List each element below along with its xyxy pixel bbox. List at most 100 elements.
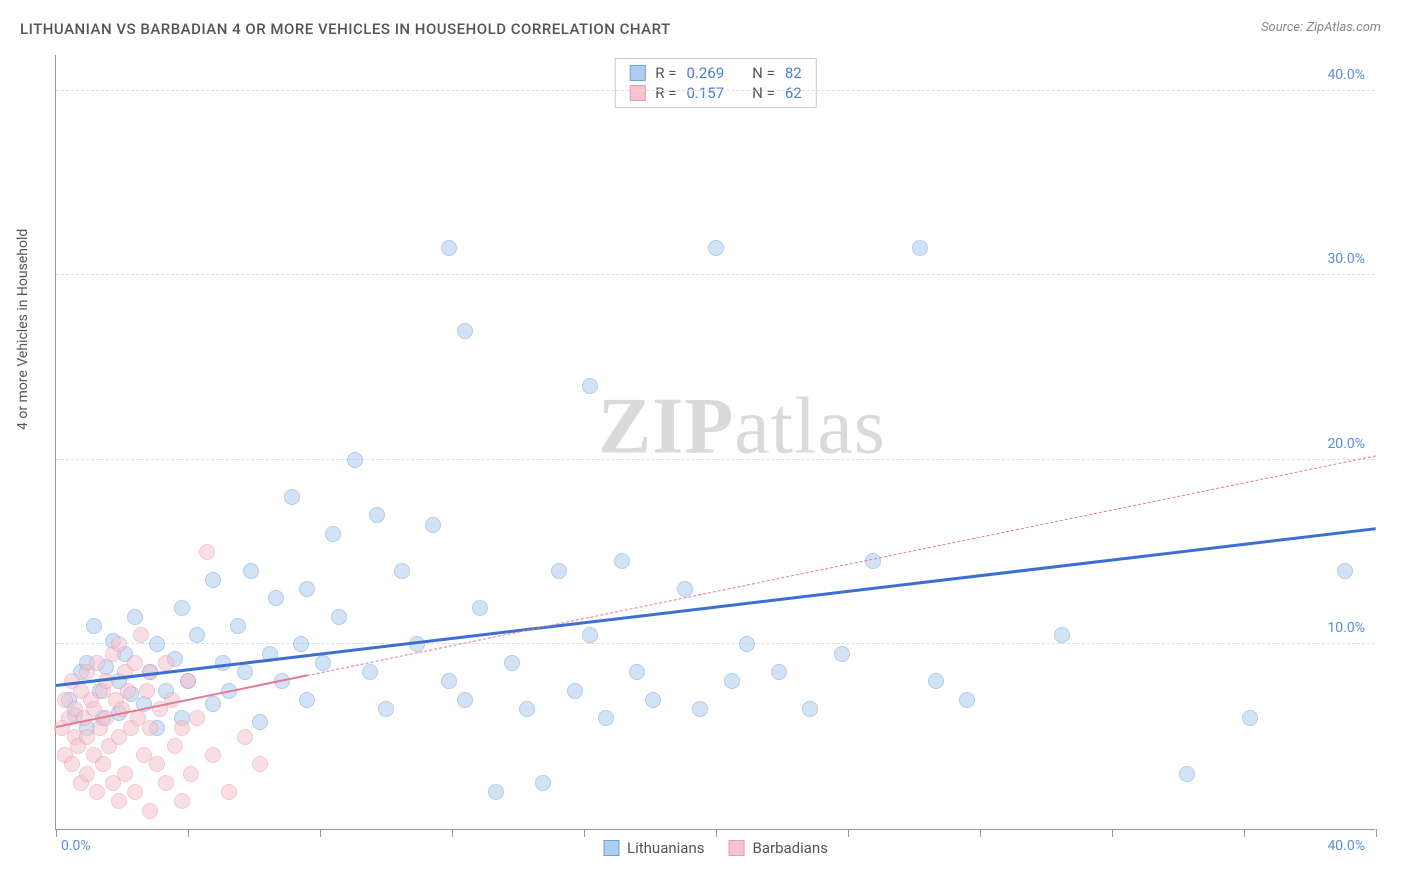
data-point [237, 729, 253, 745]
y-axis-label: 4 or more Vehicles in Household [15, 229, 31, 430]
data-point [1242, 710, 1258, 726]
data-point [362, 664, 378, 680]
data-point [64, 756, 80, 772]
x-tick [1244, 829, 1245, 837]
data-point [133, 627, 149, 643]
data-point [582, 627, 598, 643]
data-point [369, 507, 385, 523]
data-point [739, 636, 755, 652]
data-point [268, 590, 284, 606]
data-point [199, 544, 215, 560]
data-point [708, 240, 724, 256]
data-point [331, 609, 347, 625]
n-value: 82 [785, 64, 802, 82]
data-point [252, 756, 268, 772]
data-point [457, 692, 473, 708]
data-point [284, 489, 300, 505]
data-point [441, 240, 457, 256]
data-point [221, 784, 237, 800]
y-tick-label: 30.0% [1327, 251, 1365, 267]
data-point [189, 627, 205, 643]
gridline [56, 459, 1375, 460]
data-point [111, 793, 127, 809]
x-tick [188, 829, 189, 837]
gridline [56, 274, 1375, 275]
data-point [325, 526, 341, 542]
data-point [167, 738, 183, 754]
stats-row: R = 0.269 N = 82 [629, 63, 801, 83]
x-tick [1376, 829, 1377, 837]
r-value: 0.157 [686, 84, 724, 102]
data-point [771, 664, 787, 680]
data-point [472, 600, 488, 616]
data-point [567, 683, 583, 699]
data-point [174, 600, 190, 616]
legend-swatch [603, 840, 619, 856]
data-point [243, 563, 259, 579]
data-point [120, 683, 136, 699]
legend-swatch [629, 85, 645, 101]
data-point [117, 766, 133, 782]
data-point [142, 803, 158, 819]
data-point [1337, 563, 1353, 579]
data-point [582, 378, 598, 394]
x-tick [980, 829, 981, 837]
x-tick [56, 829, 57, 837]
data-point [677, 581, 693, 597]
data-point [692, 701, 708, 717]
r-label: R = [655, 64, 676, 82]
data-point [79, 766, 95, 782]
r-value: 0.269 [686, 64, 724, 82]
y-tick-label: 20.0% [1327, 436, 1365, 452]
data-point [205, 572, 221, 588]
data-point [488, 784, 504, 800]
n-value: 62 [785, 84, 802, 102]
x-tick [716, 829, 717, 837]
data-point [535, 775, 551, 791]
data-point [598, 710, 614, 726]
data-point [189, 710, 205, 726]
data-point [174, 793, 190, 809]
x-tick-label: 40.0% [1327, 838, 1365, 854]
gridline [56, 90, 1375, 91]
data-point [959, 692, 975, 708]
data-point [205, 747, 221, 763]
x-tick [584, 829, 585, 837]
data-point [425, 517, 441, 533]
data-point [149, 636, 165, 652]
data-point [95, 756, 111, 772]
data-point [205, 696, 221, 712]
data-point [629, 664, 645, 680]
data-point [111, 636, 127, 652]
legend-label: Barbadians [752, 839, 827, 857]
data-point [158, 775, 174, 791]
n-label: N = [752, 84, 775, 102]
data-point [347, 452, 363, 468]
data-point [551, 563, 567, 579]
data-point [912, 240, 928, 256]
source-label: Source: ZipAtlas.com [1261, 20, 1381, 35]
data-point [441, 673, 457, 689]
stats-row: R =0.157N =62 [629, 83, 801, 103]
chart-title: LITHUANIAN VS BARBADIAN 4 OR MORE VEHICL… [20, 20, 671, 38]
data-point [149, 756, 165, 772]
data-point [928, 673, 944, 689]
data-point [142, 720, 158, 736]
data-point [174, 720, 190, 736]
x-tick-label: 0.0% [61, 838, 91, 854]
x-tick [1112, 829, 1113, 837]
data-point [834, 646, 850, 662]
data-point [89, 655, 105, 671]
data-point [504, 655, 520, 671]
gridline [56, 643, 1375, 644]
data-point [89, 784, 105, 800]
data-point [802, 701, 818, 717]
data-point [519, 701, 535, 717]
y-tick-label: 40.0% [1327, 67, 1365, 83]
n-label: N = [752, 64, 775, 82]
legend-label: Lithuanians [627, 839, 704, 857]
data-point [252, 714, 268, 730]
data-point [180, 673, 196, 689]
data-point [1179, 766, 1195, 782]
x-tick [848, 829, 849, 837]
